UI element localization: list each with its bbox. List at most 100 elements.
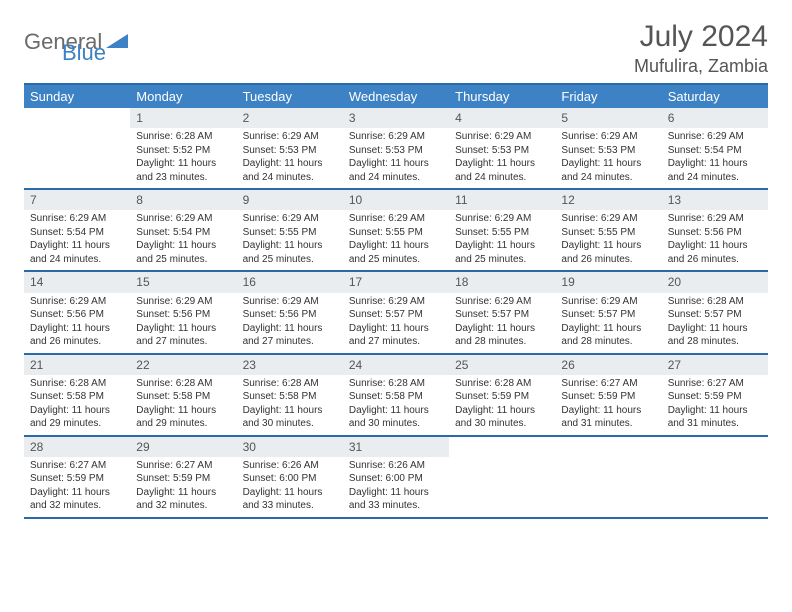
sunset-text: Sunset: 6:00 PM xyxy=(349,472,443,486)
day-info: Sunrise: 6:29 AMSunset: 5:55 PMDaylight:… xyxy=(555,210,661,270)
sunset-text: Sunset: 5:58 PM xyxy=(136,390,230,404)
daylight-text: Daylight: 11 hours and 28 minutes. xyxy=(561,322,655,349)
day-cell: 31Sunrise: 6:26 AMSunset: 6:00 PMDayligh… xyxy=(343,437,449,517)
day-cell xyxy=(555,437,661,517)
daylight-text: Daylight: 11 hours and 32 minutes. xyxy=(30,486,124,513)
day-number: 8 xyxy=(130,190,236,210)
day-info: Sunrise: 6:29 AMSunset: 5:53 PMDaylight:… xyxy=(555,128,661,188)
sunrise-text: Sunrise: 6:27 AM xyxy=(30,459,124,473)
day-info: Sunrise: 6:29 AMSunset: 5:56 PMDaylight:… xyxy=(237,293,343,353)
sunset-text: Sunset: 5:58 PM xyxy=(349,390,443,404)
daylight-text: Daylight: 11 hours and 29 minutes. xyxy=(136,404,230,431)
daylight-text: Daylight: 11 hours and 27 minutes. xyxy=(136,322,230,349)
day-cell: 29Sunrise: 6:27 AMSunset: 5:59 PMDayligh… xyxy=(130,437,236,517)
day-number: 23 xyxy=(237,355,343,375)
daylight-text: Daylight: 11 hours and 33 minutes. xyxy=(349,486,443,513)
day-info: Sunrise: 6:29 AMSunset: 5:54 PMDaylight:… xyxy=(130,210,236,270)
day-info: Sunrise: 6:26 AMSunset: 6:00 PMDaylight:… xyxy=(343,457,449,517)
day-cell: 16Sunrise: 6:29 AMSunset: 5:56 PMDayligh… xyxy=(237,272,343,352)
daylight-text: Daylight: 11 hours and 23 minutes. xyxy=(136,157,230,184)
day-info: Sunrise: 6:28 AMSunset: 5:58 PMDaylight:… xyxy=(24,375,130,435)
day-number: 15 xyxy=(130,272,236,292)
day-info: Sunrise: 6:29 AMSunset: 5:56 PMDaylight:… xyxy=(130,293,236,353)
day-number: 27 xyxy=(662,355,768,375)
daylight-text: Daylight: 11 hours and 24 minutes. xyxy=(30,239,124,266)
daylight-text: Daylight: 11 hours and 25 minutes. xyxy=(243,239,337,266)
logo-triangle-icon xyxy=(106,32,128,53)
day-cell: 8Sunrise: 6:29 AMSunset: 5:54 PMDaylight… xyxy=(130,190,236,270)
sunset-text: Sunset: 5:54 PM xyxy=(668,144,762,158)
day-number: 28 xyxy=(24,437,130,457)
day-number: 13 xyxy=(662,190,768,210)
daylight-text: Daylight: 11 hours and 24 minutes. xyxy=(561,157,655,184)
logo: General Blue xyxy=(24,20,164,64)
day-header: Friday xyxy=(555,85,661,108)
day-number: 24 xyxy=(343,355,449,375)
day-info: Sunrise: 6:29 AMSunset: 5:53 PMDaylight:… xyxy=(449,128,555,188)
day-cell: 24Sunrise: 6:28 AMSunset: 5:58 PMDayligh… xyxy=(343,355,449,435)
day-cell: 11Sunrise: 6:29 AMSunset: 5:55 PMDayligh… xyxy=(449,190,555,270)
day-info: Sunrise: 6:29 AMSunset: 5:57 PMDaylight:… xyxy=(555,293,661,353)
sunrise-text: Sunrise: 6:28 AM xyxy=(349,377,443,391)
sunrise-text: Sunrise: 6:29 AM xyxy=(30,295,124,309)
week-row: 28Sunrise: 6:27 AMSunset: 5:59 PMDayligh… xyxy=(24,437,768,519)
sunrise-text: Sunrise: 6:29 AM xyxy=(243,212,337,226)
day-header: Wednesday xyxy=(343,85,449,108)
day-number: 17 xyxy=(343,272,449,292)
sunset-text: Sunset: 5:53 PM xyxy=(349,144,443,158)
daylight-text: Daylight: 11 hours and 29 minutes. xyxy=(30,404,124,431)
sunrise-text: Sunrise: 6:27 AM xyxy=(668,377,762,391)
sunset-text: Sunset: 6:00 PM xyxy=(243,472,337,486)
sunrise-text: Sunrise: 6:27 AM xyxy=(561,377,655,391)
day-cell: 30Sunrise: 6:26 AMSunset: 6:00 PMDayligh… xyxy=(237,437,343,517)
sunset-text: Sunset: 5:59 PM xyxy=(668,390,762,404)
sunrise-text: Sunrise: 6:28 AM xyxy=(668,295,762,309)
day-number: 10 xyxy=(343,190,449,210)
header: General Blue July 2024 Mufulira, Zambia xyxy=(24,20,768,77)
day-cell: 23Sunrise: 6:28 AMSunset: 5:58 PMDayligh… xyxy=(237,355,343,435)
day-info: Sunrise: 6:28 AMSunset: 5:58 PMDaylight:… xyxy=(130,375,236,435)
sunset-text: Sunset: 5:57 PM xyxy=(455,308,549,322)
day-info: Sunrise: 6:29 AMSunset: 5:54 PMDaylight:… xyxy=(662,128,768,188)
day-info: Sunrise: 6:28 AMSunset: 5:57 PMDaylight:… xyxy=(662,293,768,353)
sunrise-text: Sunrise: 6:29 AM xyxy=(561,130,655,144)
sunrise-text: Sunrise: 6:28 AM xyxy=(136,377,230,391)
sunrise-text: Sunrise: 6:29 AM xyxy=(455,212,549,226)
day-info: Sunrise: 6:28 AMSunset: 5:59 PMDaylight:… xyxy=(449,375,555,435)
daylight-text: Daylight: 11 hours and 31 minutes. xyxy=(668,404,762,431)
day-cell xyxy=(449,437,555,517)
day-header: Thursday xyxy=(449,85,555,108)
daylight-text: Daylight: 11 hours and 24 minutes. xyxy=(243,157,337,184)
day-number: 19 xyxy=(555,272,661,292)
daylight-text: Daylight: 11 hours and 24 minutes. xyxy=(668,157,762,184)
day-info: Sunrise: 6:29 AMSunset: 5:53 PMDaylight:… xyxy=(237,128,343,188)
day-number: 7 xyxy=(24,190,130,210)
day-cell: 6Sunrise: 6:29 AMSunset: 5:54 PMDaylight… xyxy=(662,108,768,188)
sunset-text: Sunset: 5:57 PM xyxy=(668,308,762,322)
day-info: Sunrise: 6:29 AMSunset: 5:57 PMDaylight:… xyxy=(343,293,449,353)
sunset-text: Sunset: 5:57 PM xyxy=(349,308,443,322)
sunrise-text: Sunrise: 6:29 AM xyxy=(349,295,443,309)
day-cell: 2Sunrise: 6:29 AMSunset: 5:53 PMDaylight… xyxy=(237,108,343,188)
sunset-text: Sunset: 5:55 PM xyxy=(349,226,443,240)
week-row: 14Sunrise: 6:29 AMSunset: 5:56 PMDayligh… xyxy=(24,272,768,354)
sunrise-text: Sunrise: 6:29 AM xyxy=(349,212,443,226)
daylight-text: Daylight: 11 hours and 26 minutes. xyxy=(30,322,124,349)
day-info: Sunrise: 6:26 AMSunset: 6:00 PMDaylight:… xyxy=(237,457,343,517)
day-cell: 7Sunrise: 6:29 AMSunset: 5:54 PMDaylight… xyxy=(24,190,130,270)
sunset-text: Sunset: 5:55 PM xyxy=(455,226,549,240)
day-header-row: Sunday Monday Tuesday Wednesday Thursday… xyxy=(24,85,768,108)
sunrise-text: Sunrise: 6:29 AM xyxy=(243,295,337,309)
sunrise-text: Sunrise: 6:29 AM xyxy=(30,212,124,226)
day-cell xyxy=(662,437,768,517)
day-cell: 15Sunrise: 6:29 AMSunset: 5:56 PMDayligh… xyxy=(130,272,236,352)
day-cell: 1Sunrise: 6:28 AMSunset: 5:52 PMDaylight… xyxy=(130,108,236,188)
day-cell: 17Sunrise: 6:29 AMSunset: 5:57 PMDayligh… xyxy=(343,272,449,352)
day-cell: 21Sunrise: 6:28 AMSunset: 5:58 PMDayligh… xyxy=(24,355,130,435)
sunrise-text: Sunrise: 6:29 AM xyxy=(455,130,549,144)
sunset-text: Sunset: 5:59 PM xyxy=(136,472,230,486)
sunrise-text: Sunrise: 6:29 AM xyxy=(561,212,655,226)
sunset-text: Sunset: 5:59 PM xyxy=(30,472,124,486)
sunrise-text: Sunrise: 6:29 AM xyxy=(455,295,549,309)
daylight-text: Daylight: 11 hours and 26 minutes. xyxy=(668,239,762,266)
